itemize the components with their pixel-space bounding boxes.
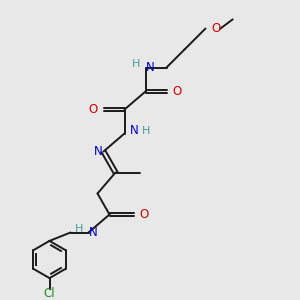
Text: H: H: [142, 125, 150, 136]
Text: N: N: [89, 226, 98, 239]
Text: O: O: [89, 103, 98, 116]
Text: H: H: [75, 224, 83, 234]
Text: H: H: [132, 59, 140, 69]
Text: O: O: [172, 85, 181, 98]
Text: N: N: [130, 124, 139, 137]
Text: O: O: [211, 22, 220, 35]
Text: Cl: Cl: [44, 287, 55, 300]
Text: O: O: [139, 208, 148, 221]
Text: N: N: [146, 61, 155, 74]
Text: N: N: [94, 145, 103, 158]
